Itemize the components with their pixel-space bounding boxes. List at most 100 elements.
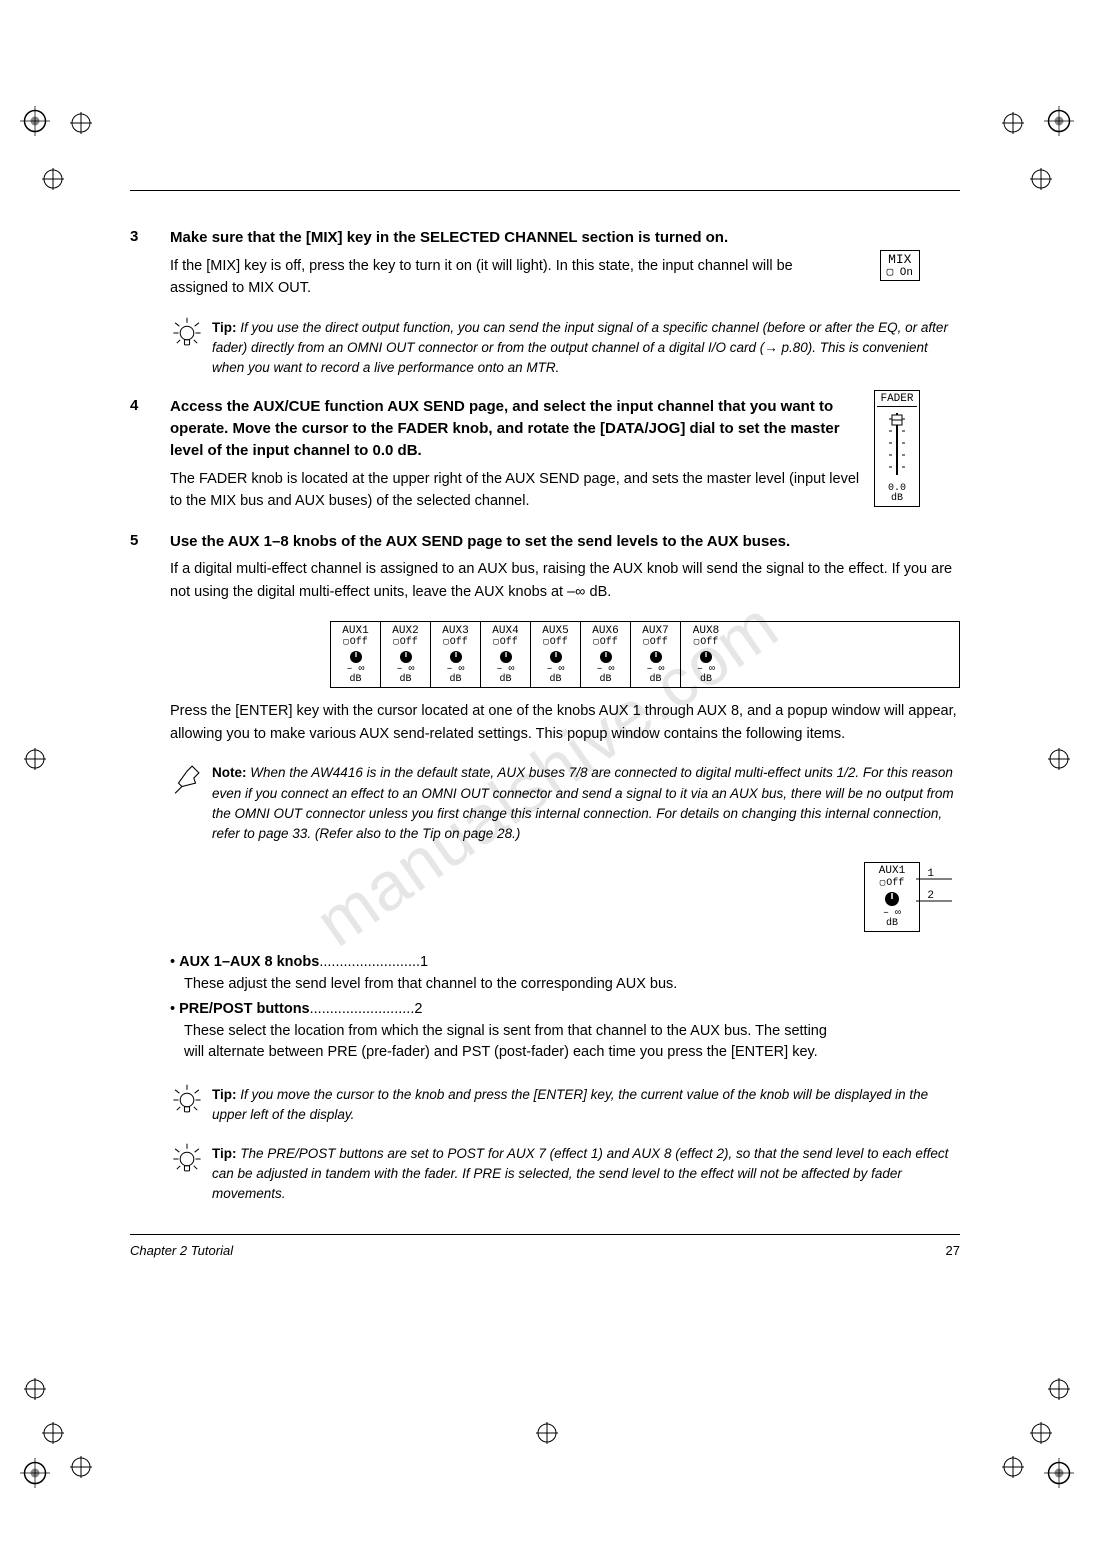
reg-mark-icon [1030,168,1052,190]
knob-icon [398,649,414,665]
aux-strip: AUX1Off– ∞ dBAUX2Off– ∞ dBAUX3Off– ∞ dBA… [330,621,960,688]
header-rule [130,190,960,191]
pushpin-icon [170,761,204,795]
aux-cell-off: Off [531,637,580,648]
footer-chapter: Chapter 2 Tutorial [130,1243,233,1258]
step-4-desc: The FADER knob is located at the upper r… [170,468,870,513]
knob-icon [598,649,614,665]
aux-cell-label: AUX2 [381,625,430,637]
fader-slider-icon [886,411,908,477]
knob-icon [648,649,664,665]
tip-1-text: If you use the direct output function, y… [212,320,948,376]
bullet-2-num: 2 [414,1001,422,1017]
aux-cell-off: Off [431,637,480,648]
aux-cell-label: AUX5 [531,625,580,637]
aux-cell-off: Off [631,637,680,648]
bullet-1-desc: These adjust the send level from that ch… [184,976,677,992]
aux-cell: AUX6Off – ∞ dB [581,622,631,687]
aux-cell-label: AUX4 [481,625,530,637]
bullet-dots: ......................... [319,954,420,970]
tip-3: Tip: The PRE/POST buttons are set to POS… [130,1144,960,1205]
step-4-title: Access the AUX/CUE function AUX SEND pag… [170,396,870,461]
single-aux-label: AUX1 [865,865,919,878]
mix-on-widget: MIX ▢ On [880,250,920,281]
bullet-dots: .......................... [310,1001,415,1017]
step-3-title: Make sure that the [MIX] key in the SELE… [170,227,850,249]
tip-2: Tip: If you move the cursor to the knob … [130,1085,960,1126]
aux-cell-db: – ∞ dB [431,665,480,685]
aux-cell-db: – ∞ dB [381,665,430,685]
fader-widget: FADER 0.0 dB [874,390,920,507]
reg-mark-icon [24,1378,46,1400]
lightbulb-icon [170,1083,204,1117]
knob-icon [348,649,364,665]
lightbulb-icon [170,316,204,350]
aux-cell: AUX8Off – ∞ dB [681,622,731,687]
callout-line-icon [916,874,960,884]
aux-cell-db: – ∞ dB [631,665,680,685]
footer-page: 27 [946,1243,960,1258]
step-5-extra-text: Press the [ENTER] key with the cursor lo… [170,700,960,745]
mix-on-line1: MIX [887,253,913,267]
reg-mark-icon [536,1422,558,1444]
aux-cell: AUX4Off – ∞ dB [481,622,531,687]
knob-icon [498,649,514,665]
tip-1: Tip: If you use the direct output functi… [130,318,960,379]
step-5: 5 Use the AUX 1–8 knobs of the AUX SEND … [130,531,960,604]
aux-cell-off: Off [581,637,630,648]
aux-cell-label: AUX8 [681,625,731,637]
bullet-2-label: PRE/POST buttons [179,1001,310,1017]
single-aux-off: Off [865,878,919,890]
tip-label: Tip: [212,1087,237,1102]
aux-cell-off: Off [681,637,731,648]
step-3: 3 Make sure that the [MIX] key in the SE… [130,227,960,300]
reg-mark-icon [70,1456,92,1478]
knob-icon [698,649,714,665]
aux-cell-db: – ∞ dB [331,665,380,685]
step-5-title: Use the AUX 1–8 knobs of the AUX SEND pa… [170,531,960,553]
aux-cell-label: AUX3 [431,625,480,637]
aux-cell-db: – ∞ dB [531,665,580,685]
crop-mark-icon [20,1458,50,1488]
aux-cell-label: AUX1 [331,625,380,637]
aux-cell-db: – ∞ dB [681,665,731,685]
crop-mark-icon [20,106,50,136]
reg-mark-icon [1048,748,1070,770]
crop-mark-icon [1044,106,1074,136]
aux-cell-off: Off [481,637,530,648]
aux-cell-label: AUX7 [631,625,680,637]
list-item: AUX 1–AUX 8 knobs.......................… [170,952,830,996]
aux-cell-off: Off [331,637,380,648]
callout-line-icon [916,896,960,906]
aux-cell-label: AUX6 [581,625,630,637]
crop-mark-icon [1044,1458,1074,1488]
note-1-text: When the AW4416 is in the default state,… [212,765,954,841]
step-5-desc: If a digital multi-effect channel is ass… [170,558,960,603]
tip-label: Tip: [212,1146,237,1161]
list-item: PRE/POST buttons........................… [170,999,830,1064]
knob-icon [883,890,901,908]
step-5-extra: Press the [ENTER] key with the cursor lo… [130,700,960,745]
step-number: 3 [130,227,170,300]
step-3-desc: If the [MIX] key is off, press the key t… [170,255,850,300]
tip-2-text: If you move the cursor to the knob and p… [212,1087,928,1122]
aux-cell-db: – ∞ dB [581,665,630,685]
bullet-2-desc: These select the location from which the… [184,1023,827,1061]
note-label: Note: [212,765,247,780]
fader-label: FADER [877,393,917,407]
step-number: 4 [130,396,170,512]
bullet-1-num: 1 [420,954,428,970]
single-aux-region: AUX1 Off – ∞ dB 1 2 [130,862,960,952]
aux-cell-db: – ∞ dB [481,665,530,685]
step-number: 5 [130,531,170,604]
single-aux-widget: AUX1 Off – ∞ dB [864,862,920,932]
aux-cell: AUX2Off– ∞ dB [381,622,431,687]
aux-cell: AUX3Off – ∞ dB [431,622,481,687]
tip-3-text: The PRE/POST buttons are set to POST for… [212,1146,948,1202]
note-1: Note: When the AW4416 is in the default … [130,763,960,844]
reg-mark-icon [1048,1378,1070,1400]
tip-label: Tip: [212,320,237,335]
callout-1: 1 [927,868,934,880]
bullet-list-block: AUX 1–AUX 8 knobs.......................… [130,952,960,1067]
callout-2: 2 [927,890,934,902]
